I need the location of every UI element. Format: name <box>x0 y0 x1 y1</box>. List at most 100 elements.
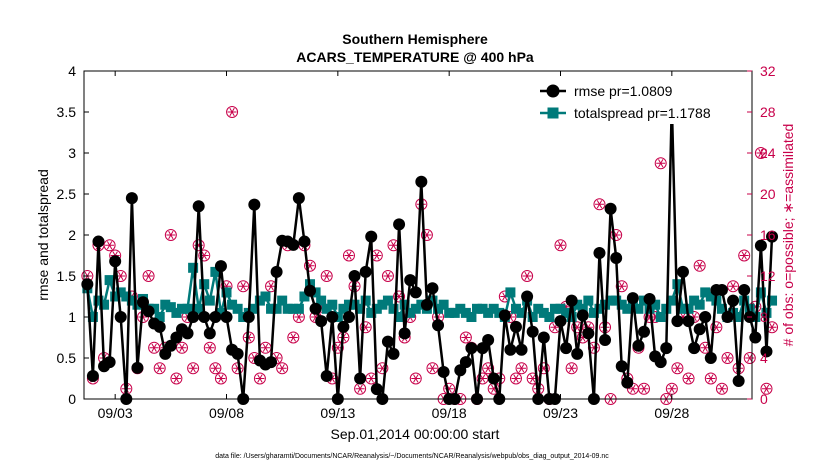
totalspread-point <box>87 312 98 322</box>
totalspread-point <box>566 312 577 322</box>
rmse-point <box>265 356 278 369</box>
assimilated-obs-point <box>149 343 159 352</box>
totalspread-point <box>449 307 460 318</box>
left-axis-label: rmse and totalspread <box>35 169 51 301</box>
rmse-point <box>626 292 639 305</box>
rmse-point <box>504 343 517 356</box>
rmse-point <box>604 202 617 215</box>
assimilated-obs-point <box>728 282 738 291</box>
rmse-point <box>359 265 372 278</box>
legend: rmse pr=1.0809 totalspread pr=1.1788 <box>532 78 746 124</box>
assimilated-obs-point <box>517 364 527 373</box>
rmse-point <box>688 342 701 355</box>
right-tick-label: 24 <box>760 145 776 161</box>
totalspread-point <box>549 303 560 314</box>
rmse-point <box>632 339 645 352</box>
rmse-point <box>309 302 322 315</box>
possible-obs-point <box>743 352 756 364</box>
totalspread-point <box>410 303 421 314</box>
rmse-point <box>565 294 578 307</box>
totalspread-point <box>394 312 405 322</box>
left-tick-label: 4 <box>68 63 76 79</box>
assimilated-obs-point <box>266 282 276 291</box>
assimilated-obs-point <box>761 384 771 393</box>
assimilated-obs-point <box>723 353 733 363</box>
totalspread-point <box>126 295 137 306</box>
rmse-point <box>270 265 283 278</box>
possible-obs-point <box>738 249 751 262</box>
left-axis: 0 0.5 1 1.5 2 2.5 3 3.5 4 <box>57 63 89 407</box>
totalspread-point <box>488 303 499 314</box>
assimilated-obs-point <box>684 374 694 383</box>
assimilated-obs-point <box>227 107 237 117</box>
totalspread-point <box>188 262 199 273</box>
rmse-point <box>298 235 311 248</box>
totalspread-point <box>104 275 115 286</box>
possible-obs-point <box>203 341 216 354</box>
right-tick-label: 16 <box>760 227 776 243</box>
assimilated-obs-point <box>706 374 716 383</box>
rmse-point <box>125 192 138 205</box>
totalspread-point <box>338 303 349 314</box>
rmse-point <box>370 383 383 396</box>
totalspread-point <box>160 299 171 310</box>
rmse-point <box>671 315 684 328</box>
assimilated-obs-point <box>255 374 265 383</box>
assimilated-obs-point <box>216 374 226 383</box>
totalspread-point <box>388 303 399 314</box>
assimilated-obs-point <box>277 364 287 373</box>
totalspread-point <box>483 307 494 318</box>
rmse-point <box>198 311 211 323</box>
totalspread-point <box>193 303 204 314</box>
totalspread-point <box>600 299 611 310</box>
totalspread-point <box>221 287 232 298</box>
totalspread-point <box>277 295 288 306</box>
rmse-point <box>187 311 200 323</box>
possible-obs-point <box>727 280 740 293</box>
totalspread-point <box>655 312 666 322</box>
rmse-point <box>365 230 378 243</box>
totalspread-point <box>232 303 243 314</box>
legend-spread-marker <box>547 107 559 119</box>
rmse-point <box>404 274 417 287</box>
rmse-point <box>81 278 94 291</box>
possible-obs-point <box>565 362 578 375</box>
totalspread-point <box>182 303 193 314</box>
assimilated-obs-point <box>205 343 215 352</box>
totalspread-point <box>705 291 716 302</box>
possible-obs-point <box>214 372 227 385</box>
rmse-point <box>287 238 300 251</box>
rmse-point <box>732 374 745 387</box>
totalspread-point <box>327 299 338 310</box>
rmse-point <box>192 200 205 213</box>
assimilated-obs-point <box>756 148 766 158</box>
right-tick-label: 20 <box>760 186 776 202</box>
x-tick-label: 09/08 <box>209 405 244 421</box>
rmse-point <box>498 309 511 322</box>
totalspread-point <box>700 287 711 298</box>
assimilated-obs-point <box>717 384 727 393</box>
totalspread-point <box>472 303 483 314</box>
totalspread-point <box>199 279 210 290</box>
totalspread-point <box>689 295 700 306</box>
rmse-point <box>381 335 394 348</box>
totalspread-point <box>516 307 527 318</box>
totalspread-point <box>299 291 310 302</box>
rmse-point <box>337 320 350 333</box>
totalspread-point <box>171 307 182 318</box>
rmse-point <box>766 230 779 243</box>
possible-obs-point <box>420 229 433 241</box>
assimilated-obs-point <box>372 251 382 260</box>
plot-area <box>81 97 779 405</box>
rmse-point <box>354 372 367 385</box>
totalspread-point <box>561 307 572 318</box>
rmse-point <box>242 311 255 323</box>
possible-obs-point <box>459 331 472 344</box>
rmse-point <box>415 175 428 188</box>
totalspread-point <box>572 299 583 310</box>
assimilated-obs-point <box>144 271 154 281</box>
rmse-point <box>114 311 127 323</box>
assimilated-obs-point <box>639 384 649 393</box>
possible-obs-point <box>381 270 394 282</box>
possible-obs-point <box>426 362 439 375</box>
